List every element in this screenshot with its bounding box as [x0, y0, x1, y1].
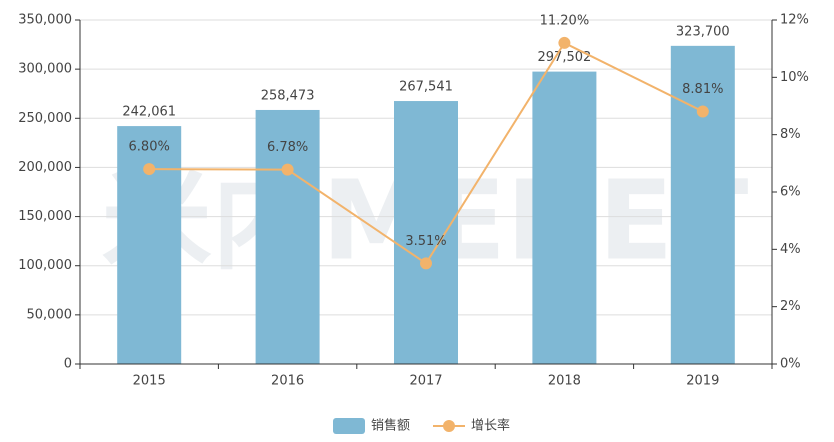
legend-label: 销售额: [371, 418, 410, 434]
x-tick-label: 2018: [548, 374, 581, 389]
y-tick-label: 0: [64, 357, 72, 372]
x-tick-label: 2015: [133, 374, 166, 389]
line-point: [420, 257, 432, 270]
y-tick-label: 150,000: [18, 209, 72, 224]
bar: [255, 109, 320, 364]
bar: [117, 126, 182, 364]
y-tick-label: 300,000: [18, 62, 72, 77]
y-tick-label: 100,000: [18, 258, 72, 273]
line-point: [143, 163, 156, 176]
bar: [532, 71, 597, 365]
bar-label: 258,473: [261, 88, 315, 103]
line-label: 6.80%: [129, 140, 170, 155]
bar-label: 242,061: [122, 105, 176, 120]
y-tick-label: 350,000: [18, 13, 72, 28]
legend-swatch: [443, 420, 455, 432]
x-tick-label: 2019: [686, 374, 719, 389]
x-tick-label: 2017: [409, 374, 442, 389]
y2-tick-label: 12%: [780, 13, 809, 28]
y2-tick-label: 2%: [780, 299, 801, 314]
line-label: 6.78%: [267, 140, 308, 155]
y-tick-label: 200,000: [18, 160, 72, 175]
x-tick-label: 2016: [271, 374, 304, 389]
line-label: 8.81%: [682, 82, 723, 97]
line-label: 3.51%: [405, 234, 446, 249]
y2-tick-label: 8%: [780, 127, 801, 142]
legend-label: 增长率: [471, 418, 510, 434]
bar: [670, 45, 735, 364]
y2-tick-label: 0%: [780, 357, 801, 372]
line-point: [558, 36, 571, 49]
y2-tick-label: 10%: [780, 70, 809, 85]
legend-swatch: [333, 418, 365, 434]
y-tick-label: 50,000: [27, 307, 73, 322]
line-label: 11.20%: [540, 13, 590, 28]
y2-tick-label: 6%: [780, 185, 801, 200]
line-point: [696, 105, 709, 118]
y2-tick-label: 4%: [780, 242, 801, 257]
bar: [394, 101, 458, 365]
bar-label: 323,700: [676, 24, 730, 39]
y-tick-label: 250,000: [18, 111, 72, 126]
line-point: [281, 163, 294, 176]
bar-label: 267,541: [399, 80, 453, 95]
bar-label: 297,502: [538, 50, 592, 65]
